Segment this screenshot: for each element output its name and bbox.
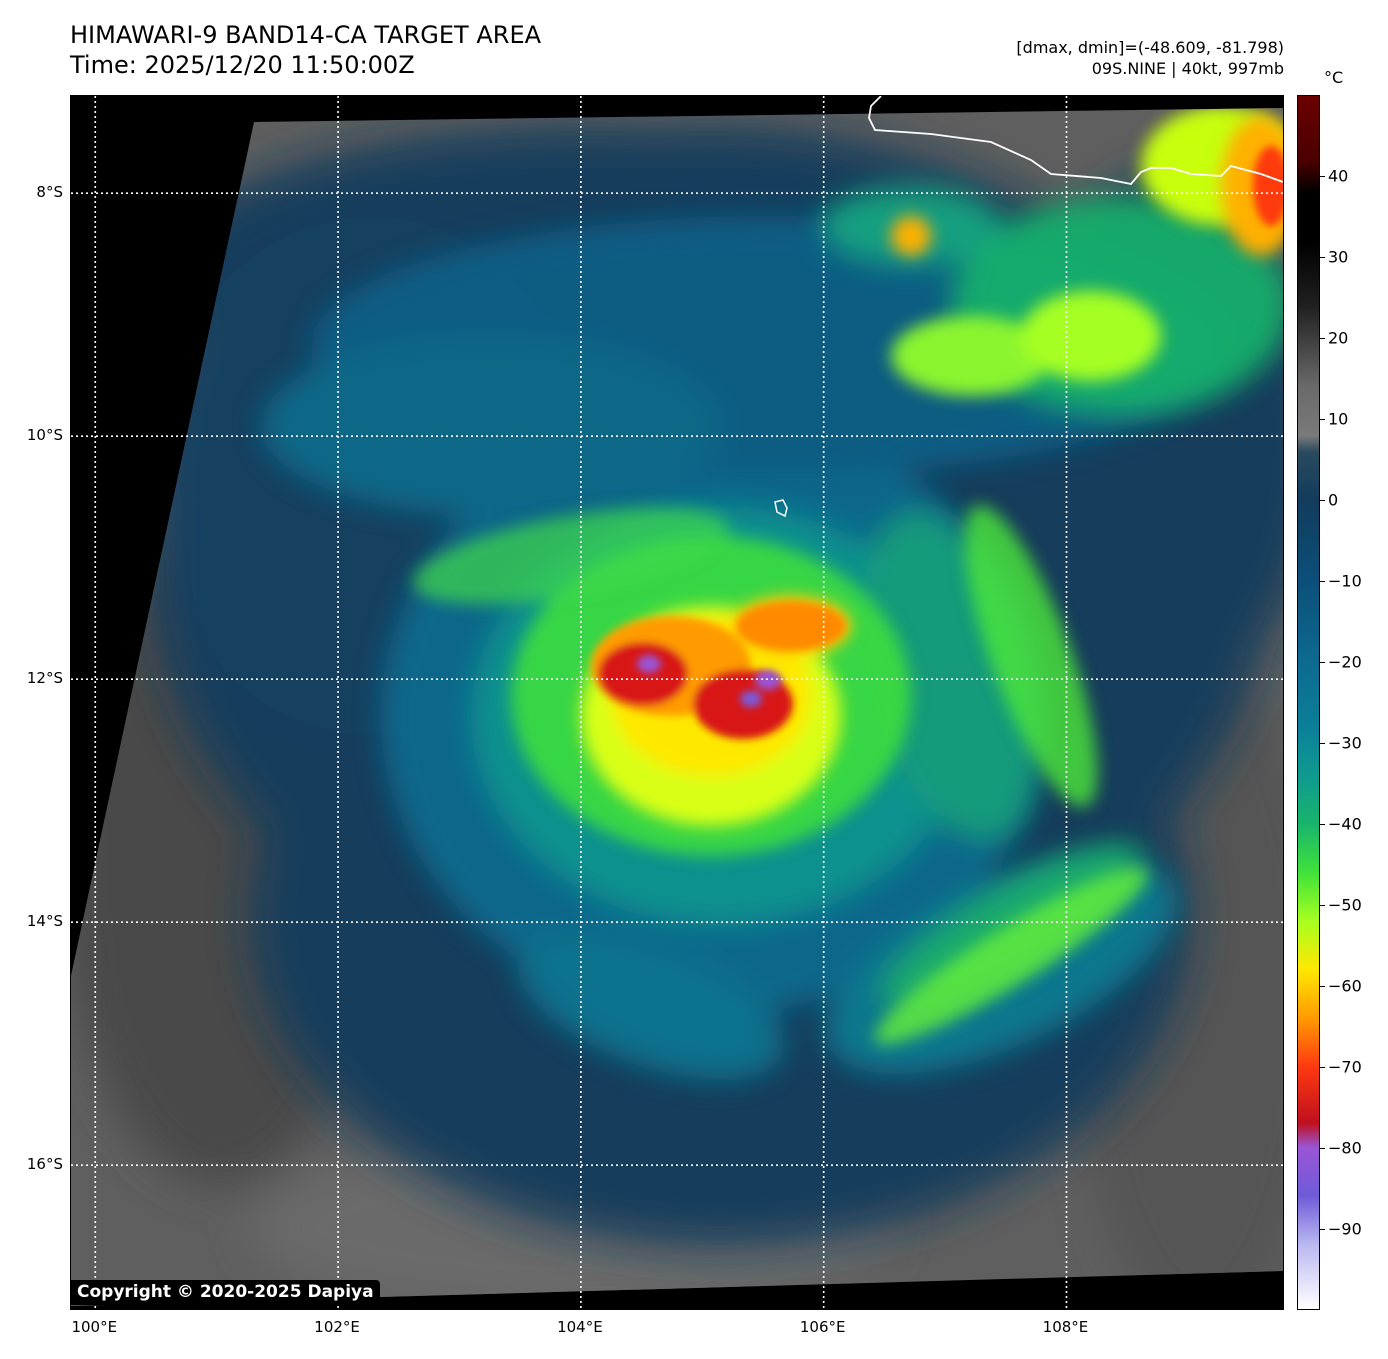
colorbar-tick: [1320, 985, 1325, 987]
longitude-label: 102°E: [314, 1318, 360, 1336]
longitude-label: 104°E: [557, 1318, 603, 1336]
colorbar-tick-label: 0: [1328, 490, 1339, 510]
colorbar-tick-label: 30: [1328, 247, 1349, 267]
colorbar-tick: [1320, 1066, 1325, 1068]
latitude-label: 12°S: [26, 669, 63, 688]
colorbar: [1297, 95, 1320, 1310]
colorbar-tick: [1320, 580, 1325, 582]
latitude-label: 16°S: [26, 1155, 63, 1174]
colorbar-tick: [1320, 1147, 1325, 1149]
satellite-map: Copyright © 2020-2025 Dapiya: [70, 95, 1284, 1310]
colorbar-tick-label: −10: [1328, 571, 1362, 591]
info-line-1: [dmax, dmin]=(-48.609, -81.798): [1016, 38, 1284, 57]
figure-title: HIMAWARI-9 BAND14-CA TARGET AREA Time: 2…: [70, 20, 541, 80]
longitude-label: 100°E: [71, 1318, 118, 1336]
christmas-island-outline: [774, 499, 788, 518]
colorbar-tick-label: −40: [1328, 814, 1362, 834]
colorbar-tick-label: 10: [1328, 409, 1349, 429]
colorbar-tick-label: −70: [1328, 1057, 1362, 1077]
colorbar-tick: [1320, 904, 1325, 906]
storm-info: [dmax, dmin]=(-48.609, -81.798) 09S.NINE…: [1016, 37, 1284, 79]
colorbar-tick: [1320, 337, 1325, 339]
graticule: [71, 96, 1283, 1309]
copyright-label: Copyright © 2020-2025 Dapiya: [71, 1280, 380, 1305]
colorbar-tick: [1320, 661, 1325, 663]
java-coastline: [868, 96, 1283, 185]
colorbar-tick: [1320, 1228, 1325, 1230]
latitude-label: 10°S: [26, 426, 63, 445]
colorbar-unit: °C: [1324, 68, 1344, 87]
colorbar-tick: [1320, 499, 1325, 501]
colorbar-tick-label: −80: [1328, 1138, 1362, 1158]
imagery-swath: [71, 108, 1283, 1306]
longitude-label: 106°E: [799, 1318, 846, 1336]
colorbar-tick-label: −60: [1328, 976, 1362, 996]
colorbar-tick-label: −50: [1328, 895, 1362, 915]
colorbar-tick-label: 20: [1328, 328, 1349, 348]
colorbar-tick: [1320, 256, 1325, 258]
colorbar-tick: [1320, 175, 1325, 177]
colorbar-tick: [1320, 742, 1325, 744]
colorbar-tick-label: −30: [1328, 733, 1362, 753]
colorbar-tick-label: 40: [1328, 166, 1349, 186]
colorbar-tick-label: −90: [1328, 1219, 1362, 1239]
latitude-label: 14°S: [26, 912, 63, 931]
info-line-2: 09S.NINE | 40kt, 997mb: [1091, 59, 1284, 78]
title-line-1: HIMAWARI-9 BAND14-CA TARGET AREA: [70, 21, 542, 49]
longitude-label: 108°E: [1042, 1318, 1089, 1336]
colorbar-tick: [1320, 418, 1325, 420]
latitude-label: 8°S: [36, 183, 63, 202]
map-image: [71, 96, 1283, 1309]
title-line-2: Time: 2025/12/20 11:50:00Z: [70, 51, 415, 79]
colorbar-tick: [1320, 823, 1325, 825]
colorbar-tick-label: −20: [1328, 652, 1362, 672]
